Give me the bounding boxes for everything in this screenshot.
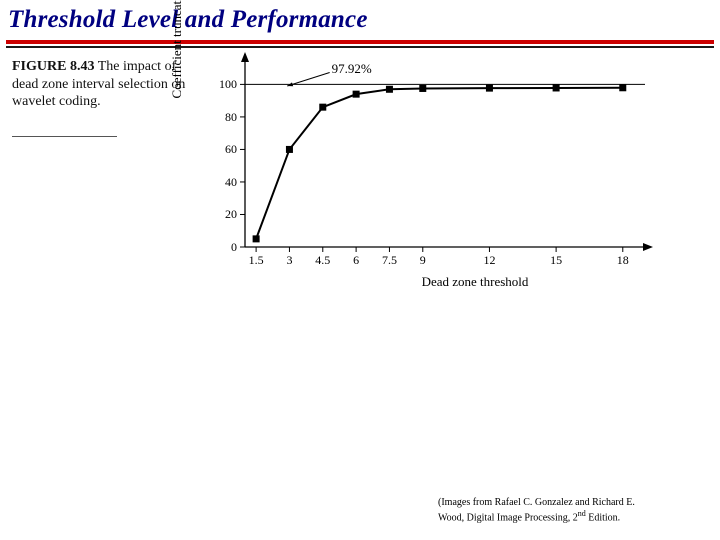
- credit-sup: nd: [578, 509, 586, 518]
- ytick-label: 80: [211, 110, 237, 125]
- caption-rule: [12, 136, 117, 137]
- ytick-label: 40: [211, 175, 237, 190]
- xtick-label: 9: [408, 253, 438, 268]
- xtick-label: 6: [341, 253, 371, 268]
- chart-ylabel: Coefficient truncation (%): [169, 0, 185, 110]
- figure-number: FIGURE 8.43: [12, 59, 94, 74]
- ytick-label: 60: [211, 142, 237, 157]
- chart-svg: [190, 52, 655, 272]
- slide-title: Threshold Level and Performance: [8, 6, 368, 34]
- xtick-label: 4.5: [308, 253, 338, 268]
- credit-line2a: Wood, Digital Image Processing, 2: [438, 512, 578, 523]
- figure-caption: FIGURE 8.43 The impact of dead zone inte…: [12, 58, 187, 111]
- ytick-label: 0: [211, 240, 237, 255]
- xtick-label: 12: [474, 253, 504, 268]
- ytick-label: 20: [211, 207, 237, 222]
- credit-line2b: Edition.: [586, 512, 620, 523]
- ytick-label: 100: [211, 77, 237, 92]
- xtick-label: 7.5: [374, 253, 404, 268]
- chart-annotation: 97.92%: [332, 61, 372, 77]
- credit-line1: (Images from Rafael C. Gonzalez and Rich…: [438, 497, 635, 508]
- xtick-label: 3: [274, 253, 304, 268]
- title-rule: [6, 40, 714, 44]
- title-rule-shadow: [6, 46, 714, 48]
- image-credit: (Images from Rafael C. Gonzalez and Rich…: [438, 497, 698, 524]
- chart: [190, 52, 655, 272]
- xtick-label: 18: [608, 253, 638, 268]
- chart-xlabel: Dead zone threshold: [350, 274, 600, 290]
- xtick-label: 15: [541, 253, 571, 268]
- xtick-label: 1.5: [241, 253, 271, 268]
- slide: Threshold Level and Performance FIGURE 8…: [0, 0, 720, 540]
